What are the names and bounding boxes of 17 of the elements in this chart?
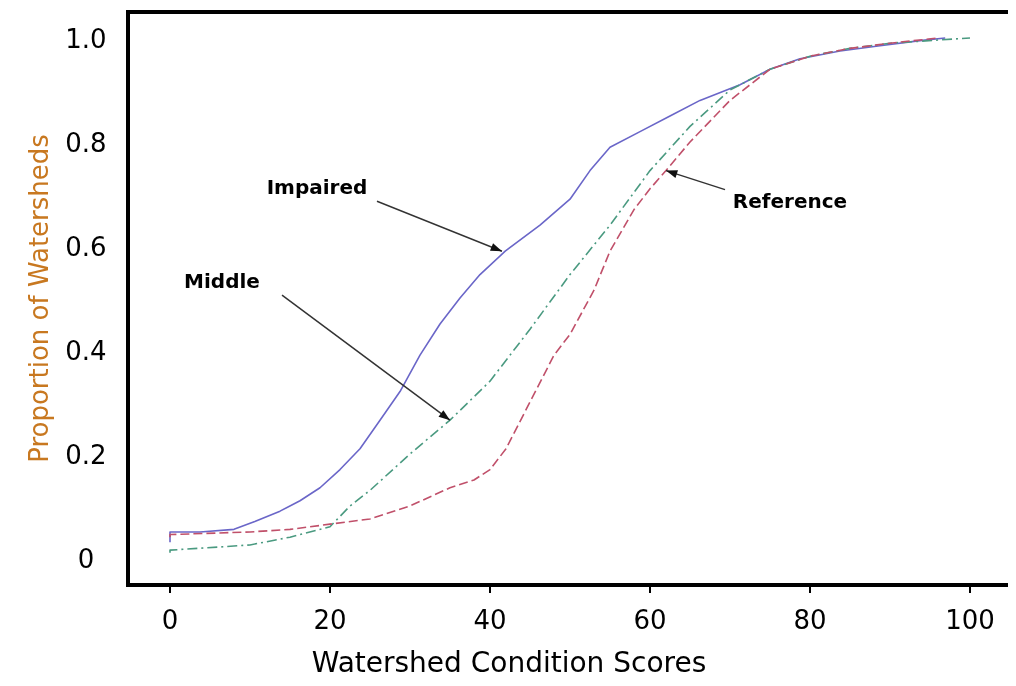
y-tick-label: 0.4 [65, 335, 107, 366]
annotation: Middle [184, 269, 260, 294]
y-tick-label: 0.2 [65, 439, 107, 470]
annotation: Reference [732, 188, 848, 213]
x-tick-label: 60 [633, 605, 667, 635]
x-tick-label: 100 [945, 605, 995, 635]
x-tick-label: 20 [313, 605, 347, 635]
x-tick-label: 40 [473, 605, 507, 635]
y-tick-label: 0.8 [65, 127, 107, 158]
y-tick-label: 0 [77, 543, 95, 574]
annotation: Impaired [266, 175, 368, 200]
x-axis-title: Watershed Condition Scores [311, 646, 707, 679]
x-tick-label: 80 [793, 605, 827, 635]
x-tick-label: 0 [161, 605, 179, 635]
y-tick-label: 1.0 [65, 24, 107, 54]
y-tick-label: 0.6 [65, 231, 107, 262]
y-axis-title: Proportion of Watersheds [24, 134, 54, 463]
